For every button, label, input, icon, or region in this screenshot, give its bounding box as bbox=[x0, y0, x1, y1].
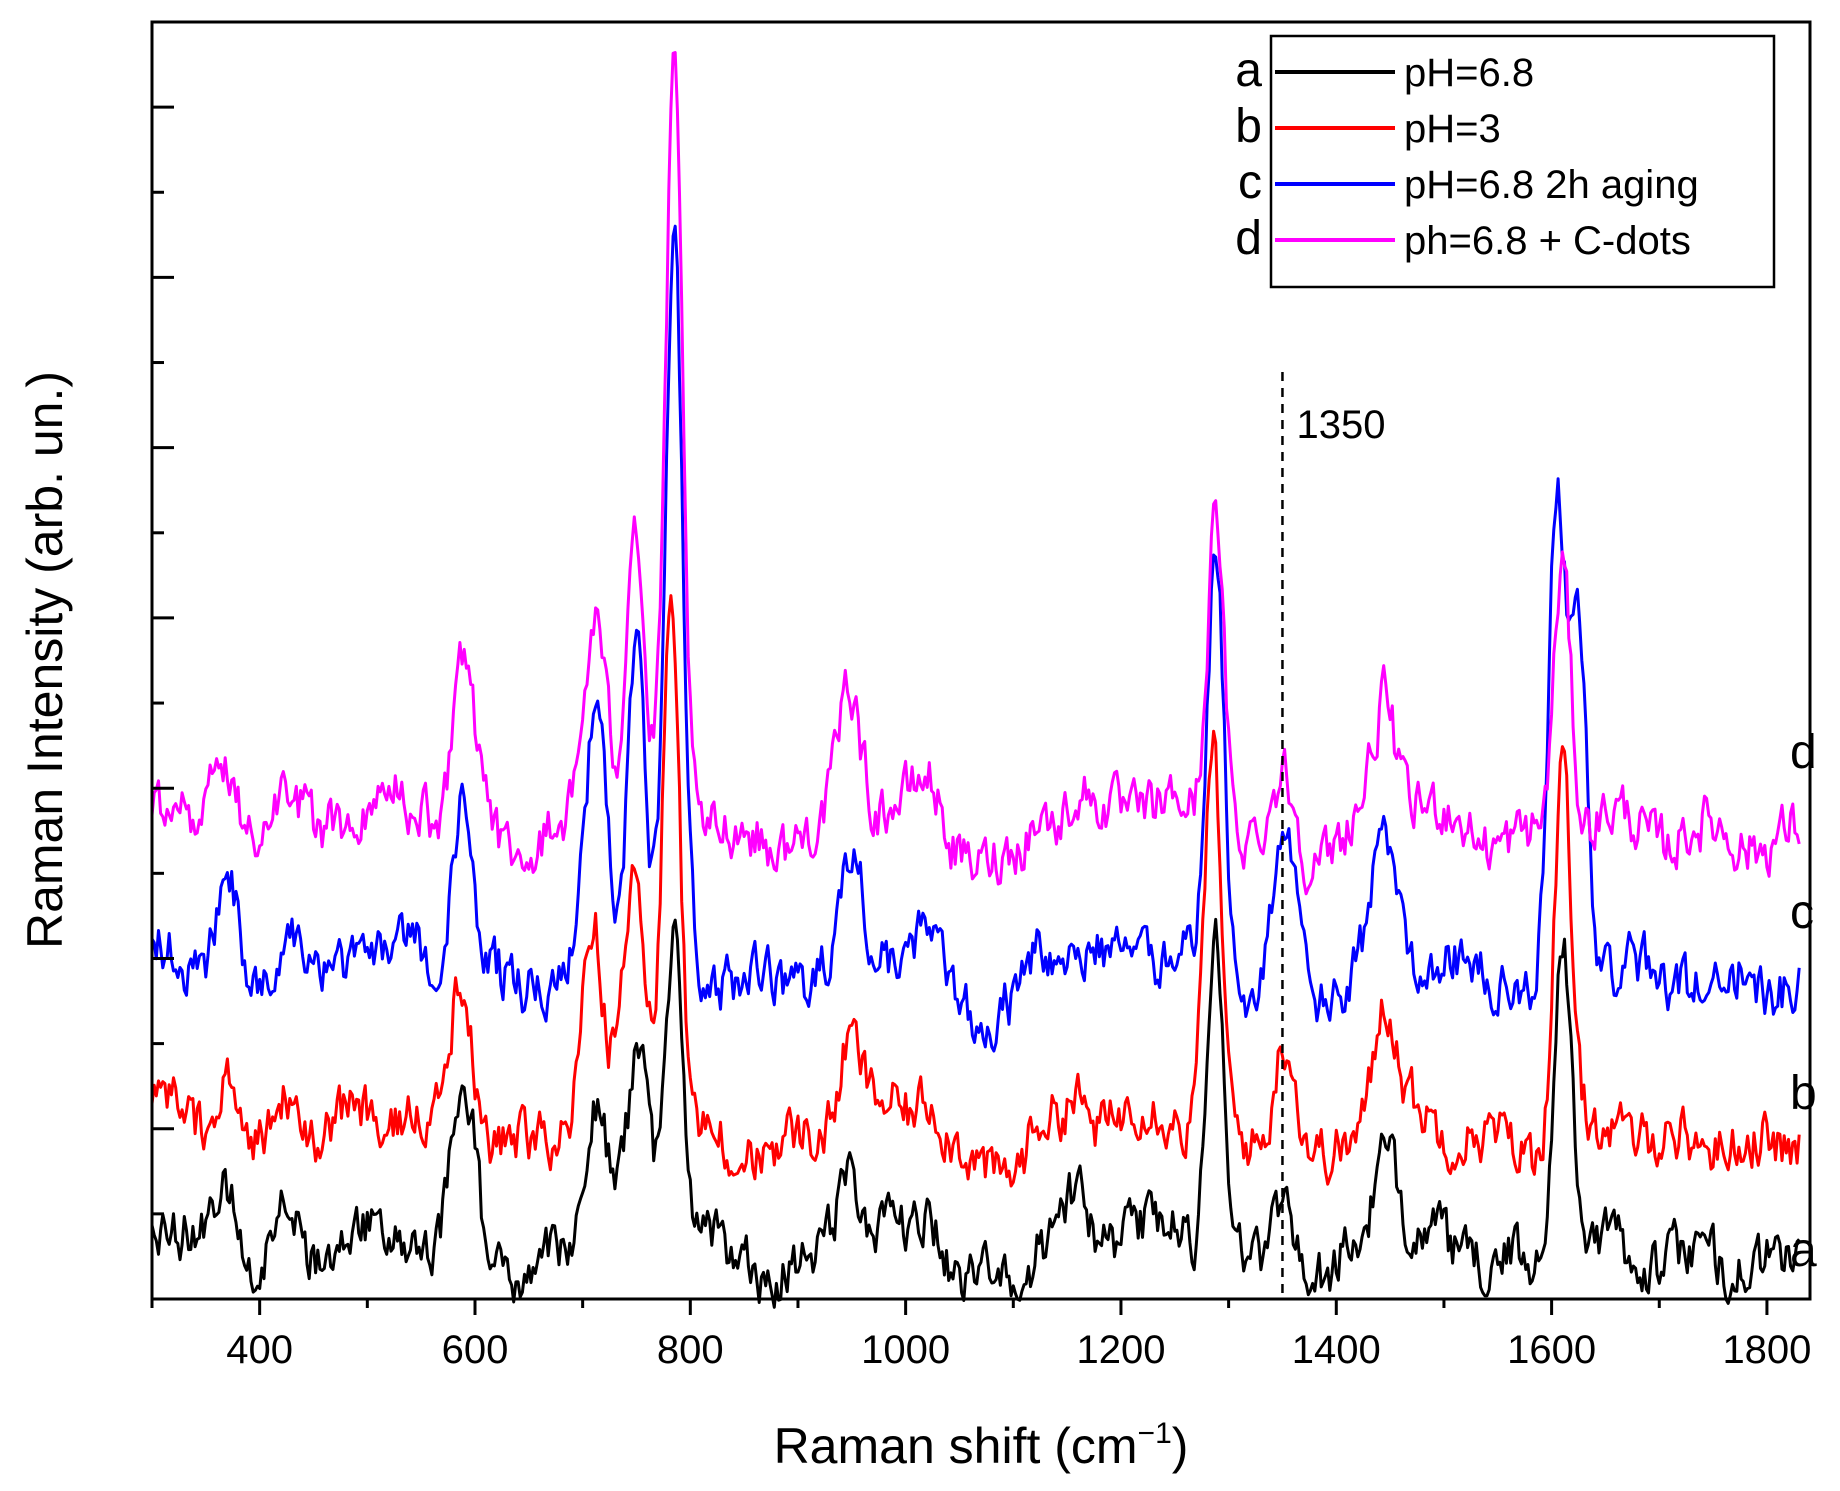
legend-box bbox=[1269, 34, 1776, 289]
trace-label-c: c bbox=[1790, 886, 1814, 939]
plot-frame bbox=[150, 20, 1812, 1301]
legend-letter-c: c bbox=[1238, 156, 1262, 209]
legend-label-b: pH=3 bbox=[1404, 107, 1501, 151]
x-tick-label: 1000 bbox=[861, 1328, 950, 1372]
legend-label-a: pH=6.8 bbox=[1404, 51, 1534, 95]
legend-letter-b: b bbox=[1235, 100, 1262, 153]
x-tick-label: 1600 bbox=[1507, 1328, 1596, 1372]
series-line-c bbox=[150, 224, 1801, 1053]
x-axis-title: Raman shift (cm−1) bbox=[774, 1417, 1189, 1474]
y-axis-title: Raman Intensity (arb. un.) bbox=[17, 371, 73, 949]
legend-letter-a: a bbox=[1235, 44, 1262, 97]
x-tick-label: 1400 bbox=[1292, 1328, 1381, 1372]
axes-group: 400 600 800 1000 1200 1400 1600 1800 Raman shift… bbox=[17, 20, 1812, 1474]
series-line-b bbox=[150, 594, 1801, 1188]
trace-labels: a b c d bbox=[1790, 726, 1817, 1277]
trace-label-a: a bbox=[1790, 1224, 1817, 1277]
x-tick-label: 1200 bbox=[1076, 1328, 1165, 1372]
legend-label-d: ph=6.8 + C-dots bbox=[1404, 219, 1691, 263]
spectrum-traces bbox=[150, 51, 1801, 1309]
trace-label-b: b bbox=[1790, 1067, 1817, 1120]
legend: a pH=6.8 b pH=3 c pH=6.8 2h aging d ph=6.8 + C-… bbox=[1235, 34, 1776, 289]
legend-letter-d: d bbox=[1235, 212, 1262, 265]
x-tick-label: 400 bbox=[226, 1328, 293, 1372]
series-line-d bbox=[150, 51, 1801, 896]
series-line-a bbox=[150, 917, 1801, 1309]
trace-label-d: d bbox=[1790, 726, 1817, 779]
legend-label-c: pH=6.8 2h aging bbox=[1404, 163, 1699, 207]
x-tick-label: 800 bbox=[657, 1328, 724, 1372]
x-tick-label: 600 bbox=[442, 1328, 509, 1372]
reference-label: 1350 bbox=[1296, 403, 1385, 447]
x-tick-label: 1800 bbox=[1722, 1328, 1811, 1372]
reference-line-group: 1350 bbox=[1281, 372, 1385, 1299]
